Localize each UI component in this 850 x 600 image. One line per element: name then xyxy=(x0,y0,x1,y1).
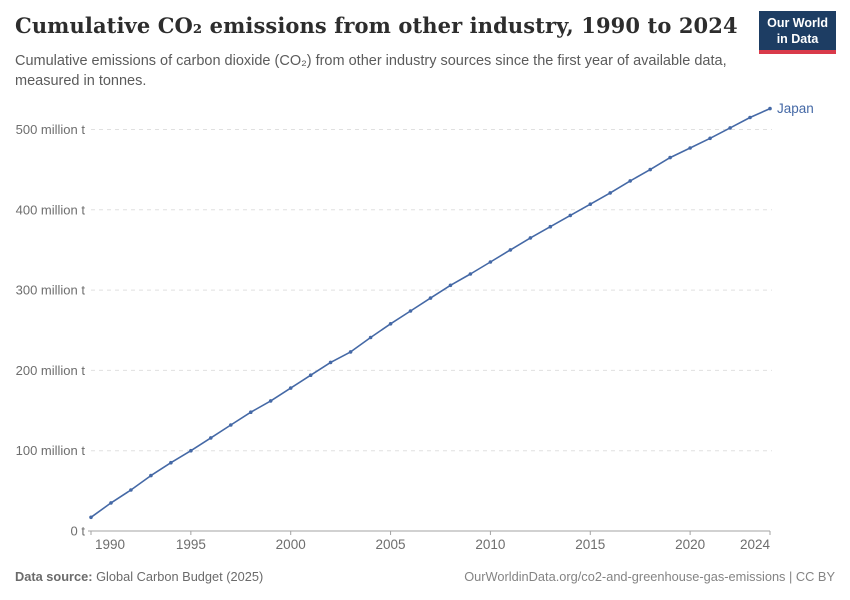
data-point-marker[interactable] xyxy=(249,410,253,415)
data-point-marker[interactable] xyxy=(668,155,672,160)
data-point-marker[interactable] xyxy=(348,350,353,354)
data-point-marker[interactable] xyxy=(328,360,333,365)
data-point-marker[interactable] xyxy=(528,236,533,240)
data-point-marker[interactable] xyxy=(708,136,712,141)
owid-logo-line1: Our World xyxy=(767,16,828,30)
data-source-value: Global Carbon Budget (2025) xyxy=(92,569,264,584)
chart-title: Cumulative CO₂ emissions from other indu… xyxy=(15,13,738,38)
y-axis-tick-label: 200 million t xyxy=(16,363,86,378)
x-axis-tick-label: 2010 xyxy=(475,537,505,552)
data-point-marker[interactable] xyxy=(109,501,113,505)
data-point-marker[interactable] xyxy=(568,213,573,218)
data-point-marker[interactable] xyxy=(688,146,692,150)
data-point-marker[interactable] xyxy=(268,399,273,403)
x-axis-tick-label: 2005 xyxy=(376,537,406,552)
y-axis-tick-label: 100 million t xyxy=(16,443,86,458)
y-axis-tick-label: 300 million t xyxy=(16,283,86,298)
data-point-marker[interactable] xyxy=(408,309,413,313)
data-point-marker[interactable] xyxy=(149,473,153,478)
x-axis-tick-label: 1990 xyxy=(95,537,125,552)
data-point-marker[interactable] xyxy=(588,202,593,206)
chart-plot-area[interactable]: 0 t 100 million t 200 million t 300 million… xyxy=(0,95,850,565)
data-point-marker[interactable] xyxy=(748,115,752,120)
data-point-marker[interactable] xyxy=(189,448,193,453)
data-point-marker[interactable] xyxy=(129,488,133,492)
data-point-marker[interactable] xyxy=(169,460,173,465)
y-axis-tick-label: 0 t xyxy=(71,524,86,539)
series-line[interactable] xyxy=(90,107,771,518)
data-point-marker[interactable] xyxy=(229,423,233,427)
data-point-marker[interactable] xyxy=(508,248,513,252)
data-point-marker[interactable] xyxy=(608,191,612,195)
chart-footer: Data source: Global Carbon Budget (2025)… xyxy=(15,569,835,584)
data-point-marker[interactable] xyxy=(468,272,473,276)
chart-subtitle: Cumulative emissions of carbon dioxide (… xyxy=(15,53,727,90)
x-axis-tick-label: 2020 xyxy=(675,537,705,552)
data-source-label: Data source: xyxy=(15,569,93,584)
data-point-marker[interactable] xyxy=(388,322,393,326)
series-end-label[interactable]: Japan xyxy=(777,101,814,116)
data-point-marker[interactable] xyxy=(308,373,313,378)
license-link[interactable]: OurWorldinData.org/co2-and-greenhouse-ga… xyxy=(464,569,835,584)
data-point-marker[interactable] xyxy=(648,167,652,172)
data-point-marker[interactable] xyxy=(209,436,213,440)
data-point-marker[interactable] xyxy=(728,126,732,130)
x-axis-tick-label: 2000 xyxy=(276,537,306,552)
data-point-marker[interactable] xyxy=(89,515,93,520)
x-axis-tick-label: 2015 xyxy=(575,537,605,552)
data-point-marker[interactable] xyxy=(628,179,632,183)
data-point-marker[interactable] xyxy=(768,106,772,111)
y-axis-tick-label: 400 million t xyxy=(16,202,86,217)
x-axis-tick-label: 1995 xyxy=(176,537,206,552)
y-axis-tick-label: 500 million t xyxy=(16,122,86,137)
data-point-marker[interactable] xyxy=(428,296,433,300)
line-chart[interactable]: 0 t 100 million t 200 million t 300 million… xyxy=(0,95,850,565)
data-point-marker[interactable] xyxy=(288,386,293,390)
data-point-marker[interactable] xyxy=(368,335,373,340)
owid-logo[interactable]: Our World in Data xyxy=(759,11,836,55)
data-point-marker[interactable] xyxy=(488,260,493,264)
x-axis-tick-label: 2024 xyxy=(740,537,771,552)
data-source: Data source: Global Carbon Budget (2025) xyxy=(15,569,263,584)
data-point-marker[interactable] xyxy=(448,283,453,288)
data-point-marker[interactable] xyxy=(548,224,553,229)
owid-logo-line2: in Data xyxy=(776,31,819,46)
